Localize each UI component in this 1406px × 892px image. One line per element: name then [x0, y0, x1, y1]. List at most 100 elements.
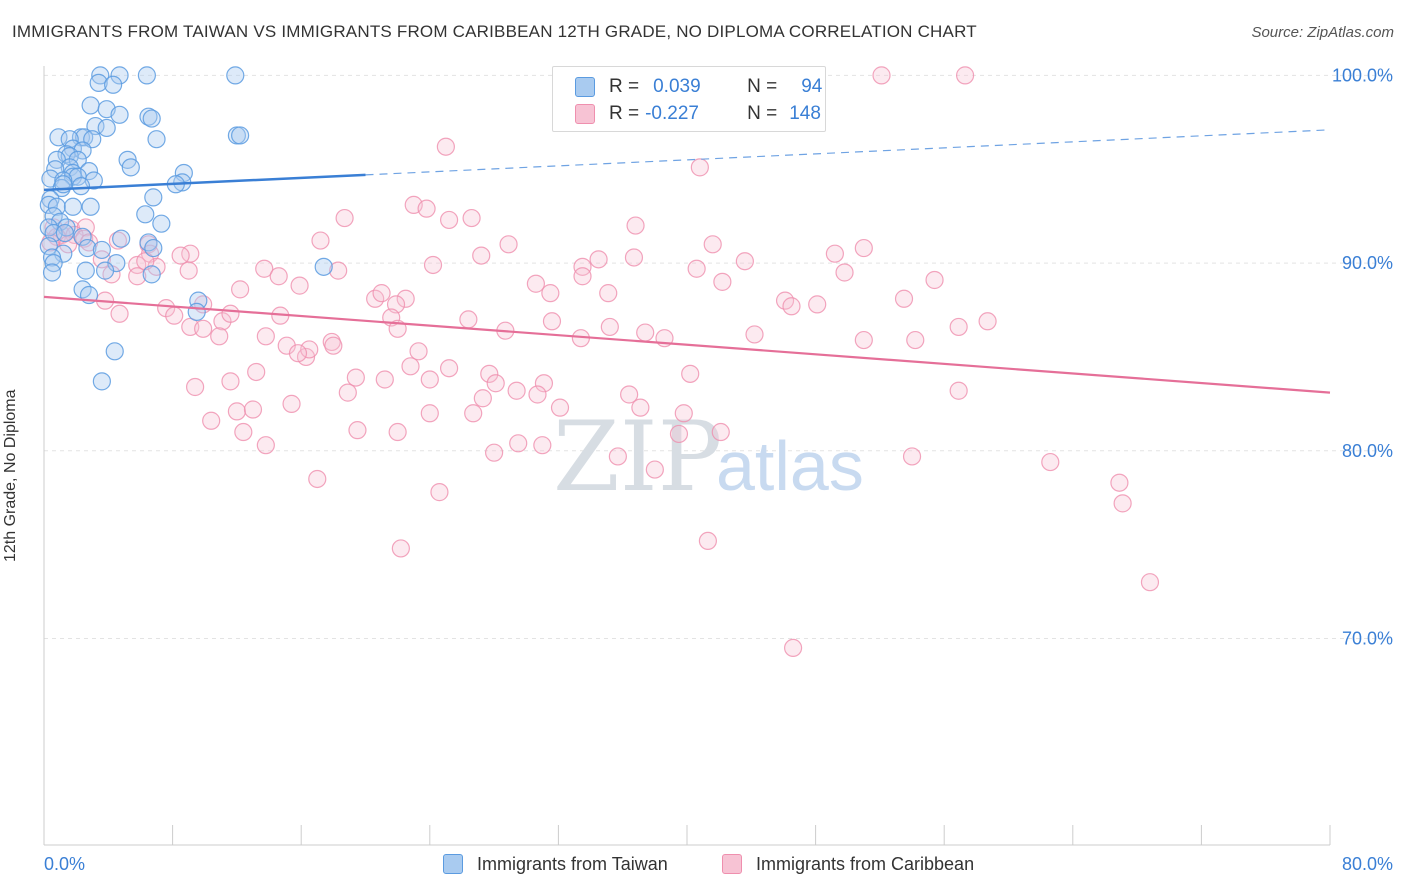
- taiwan-point: [105, 342, 124, 361]
- taiwan-point: [231, 126, 250, 145]
- caribbean-swatch: [575, 104, 595, 124]
- taiwan-point: [112, 229, 131, 248]
- axes: [43, 66, 1331, 846]
- taiwan-r-value: 0.039: [653, 76, 701, 97]
- caribbean-point: [949, 381, 968, 400]
- caribbean-point: [955, 66, 975, 85]
- source-label: Source: ZipAtlas.com: [1251, 24, 1394, 41]
- caribbean-point: [486, 374, 505, 393]
- caribbean-point: [624, 248, 644, 267]
- caribbean-point: [835, 263, 854, 282]
- caribbean-point: [459, 310, 478, 329]
- caribbean-point: [186, 377, 205, 397]
- caribbean-point: [902, 447, 922, 466]
- caribbean-point: [231, 280, 250, 299]
- taiwan-point: [95, 261, 115, 280]
- taiwan-point: [39, 218, 58, 237]
- legend-item-caribbean: Immigrants from Caribbean: [722, 851, 974, 877]
- caribbean-n-label: N =: [747, 103, 778, 124]
- caribbean-point: [335, 208, 354, 228]
- taiwan-point: [121, 158, 140, 177]
- caribbean-point: [854, 238, 873, 258]
- caribbean-point: [825, 244, 844, 263]
- taiwan-point: [39, 237, 58, 256]
- caribbean-point: [346, 368, 365, 387]
- taiwan-point: [142, 265, 161, 284]
- taiwan-point: [81, 197, 100, 216]
- caribbean-point: [698, 531, 717, 551]
- taiwan-point: [73, 227, 92, 246]
- x-tick-label-max: 80.0%: [1342, 854, 1393, 874]
- caribbean-point: [221, 372, 240, 391]
- caribbean-point: [1041, 452, 1060, 472]
- taiwan-n-label: N =: [747, 76, 778, 97]
- caribbean-point: [472, 246, 491, 265]
- taiwan-point: [136, 205, 155, 224]
- caribbean-point: [420, 404, 439, 423]
- taiwan-point: [152, 214, 171, 233]
- caribbean-point: [282, 394, 301, 413]
- taiwan-point: [137, 66, 156, 85]
- taiwan-point: [71, 177, 91, 196]
- watermark-zip: ZIP: [553, 401, 722, 513]
- grid-lines: [44, 74, 1390, 640]
- caribbean-point: [396, 289, 415, 308]
- taiwan-trend-extension: [365, 129, 1331, 176]
- caribbean-point: [573, 257, 592, 276]
- caribbean-point: [256, 327, 275, 346]
- legend-swatch-caribbean: [722, 854, 742, 874]
- taiwan-point: [144, 238, 163, 258]
- caribbean-point: [533, 436, 552, 455]
- taiwan-point: [81, 96, 100, 115]
- caribbean-point: [108, 231, 128, 250]
- taiwan-point: [139, 107, 158, 126]
- caribbean-point: [507, 381, 526, 400]
- caribbean-point: [681, 364, 700, 383]
- caribbean-point: [210, 327, 229, 346]
- caribbean-point: [631, 398, 650, 417]
- taiwan-point: [139, 233, 158, 252]
- caribbean-point: [375, 370, 394, 389]
- caribbean-point: [1113, 494, 1132, 513]
- taiwan-point: [110, 66, 129, 85]
- caribbean-point: [165, 306, 184, 325]
- taiwan-point: [147, 130, 166, 149]
- caribbean-point: [247, 362, 266, 382]
- chart-title: IMMIGRANTS FROM TAIWAN VS IMMIGRANTS FRO…: [12, 22, 977, 41]
- taiwan-point: [144, 188, 163, 207]
- caribbean-point: [329, 261, 348, 280]
- caribbean-point: [711, 422, 730, 442]
- caribbean-point: [221, 304, 240, 323]
- caribbean-point: [92, 250, 111, 269]
- caribbean-point: [745, 325, 764, 344]
- caribbean-point: [462, 208, 481, 228]
- caribbean-point: [290, 276, 309, 295]
- watermark-atlas: atlas: [716, 427, 864, 505]
- caribbean-point: [308, 469, 327, 489]
- y-tick-label: 90.0%: [1342, 253, 1393, 273]
- caribbean-point: [1140, 573, 1160, 592]
- taiwan-point: [91, 66, 110, 85]
- caribbean-point: [409, 342, 428, 361]
- legend-swatch-taiwan: [443, 854, 463, 874]
- caribbean-point: [227, 402, 246, 421]
- taiwan-point: [49, 128, 68, 147]
- legend-label-taiwan: Immigrants from Taiwan: [477, 853, 668, 874]
- caribbean-point: [854, 330, 873, 350]
- caribbean-point: [256, 436, 275, 455]
- taiwan-point: [104, 75, 123, 94]
- caribbean-trend-line: [43, 295, 1331, 394]
- caribbean-point: [589, 250, 608, 269]
- stats-row-caribbean: R = -0.227 N = 148: [575, 101, 821, 127]
- taiwan-trend-line: [43, 173, 366, 192]
- caribbean-point: [499, 235, 518, 254]
- caribbean-point: [234, 422, 253, 442]
- caribbean-point: [439, 210, 459, 230]
- y-tick-label: 70.0%: [1342, 629, 1393, 649]
- caribbean-point: [243, 400, 263, 419]
- caribbean-point: [179, 261, 198, 280]
- caribbean-point: [608, 447, 627, 466]
- caribbean-point: [1110, 473, 1129, 492]
- caribbean-point: [269, 267, 288, 286]
